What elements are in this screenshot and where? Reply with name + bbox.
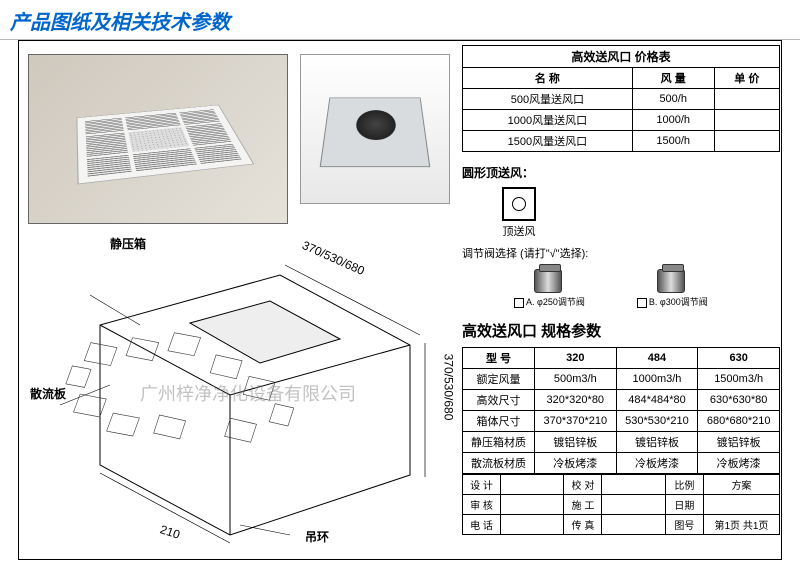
sign-c: 图号: [665, 515, 703, 535]
price-c: [714, 89, 779, 110]
spec-c: 镀铝锌板: [534, 432, 616, 453]
spec-c: 镀铝锌板: [616, 432, 698, 453]
valve-a-checkbox[interactable]: [514, 298, 524, 308]
price-c: 500/h: [632, 89, 714, 110]
top-air-label: 圆形顶送风：: [462, 164, 780, 181]
sign-c: 日期: [665, 495, 703, 515]
price-c: 500风量送风口: [463, 89, 633, 110]
sign-c: [703, 495, 779, 515]
spec-c: 484*484*80: [616, 390, 698, 411]
sign-page: 第1页 共1页: [703, 515, 779, 535]
sign-c: 传 真: [564, 515, 602, 535]
isometric-drawing: 静压箱 散流板 吊环 370/530/680 370/530/680 210: [30, 235, 450, 550]
spec-c: 散流板材质: [463, 453, 535, 474]
price-c: [714, 110, 779, 131]
spec-c: 1000m3/h: [616, 369, 698, 390]
spec-c: 680*680*210: [698, 411, 780, 432]
price-c: 1500/h: [632, 131, 714, 152]
spec-c: 镀铝锌板: [698, 432, 780, 453]
spec-title: 高效送风口 规格参数: [462, 320, 780, 341]
spec-c: 370*370*210: [534, 411, 616, 432]
sign-c: 比例: [665, 475, 703, 495]
top-air-caption: 顶送风: [503, 223, 536, 239]
valve-a-icon: [534, 269, 562, 293]
spec-h: 320: [534, 348, 616, 369]
price-c: 1500风量送风口: [463, 131, 633, 152]
sign-c: 校 对: [564, 475, 602, 495]
valve-a-label: A. φ250调节阀: [526, 297, 585, 307]
sign-c: [602, 515, 665, 535]
label-static-box: 静压箱: [110, 235, 146, 252]
spec-h: 型 号: [463, 348, 535, 369]
price-h1: 风 量: [632, 68, 714, 89]
sign-c: 设 计: [463, 475, 501, 495]
spec-h: 484: [616, 348, 698, 369]
price-c: 1000/h: [632, 110, 714, 131]
spec-c: 冷板烤漆: [616, 453, 698, 474]
spec-c: 630*630*80: [698, 390, 780, 411]
spec-c: 500m3/h: [534, 369, 616, 390]
price-table-title: 高效送风口 价格表: [462, 45, 780, 67]
sign-c: 电 话: [463, 515, 501, 535]
sign-c: 施 工: [564, 495, 602, 515]
price-c: [714, 131, 779, 152]
label-diffuser: 散流板: [30, 385, 66, 402]
page-title: 产品图纸及相关技术参数: [0, 0, 800, 40]
price-table: 名 称 风 量 单 价 500风量送风口 500/h 1000风量送风口 100…: [462, 67, 780, 152]
product-photo-1: [28, 54, 288, 224]
sign-c: [602, 475, 665, 495]
product-photo-2: [300, 54, 450, 204]
valve-b-icon: [657, 269, 685, 293]
spec-c: 高效尺寸: [463, 390, 535, 411]
spec-h: 630: [698, 348, 780, 369]
spec-c: 额定风量: [463, 369, 535, 390]
spec-table: 型 号 320 484 630 额定风量 500m3/h 1000m3/h 15…: [462, 347, 780, 474]
price-c: 1000风量送风口: [463, 110, 633, 131]
sign-c: [501, 475, 564, 495]
dim-height: 370/530/680: [441, 354, 455, 421]
price-h0: 名 称: [463, 68, 633, 89]
signoff-table: 设 计 校 对 比例 方案 审 核 施 工 日期 电 话 传 真 图号 第1页 …: [462, 474, 780, 535]
spec-c: 320*320*80: [534, 390, 616, 411]
spec-c: 冷板烤漆: [534, 453, 616, 474]
sign-c: 审 核: [463, 495, 501, 515]
label-ring: 吊环: [305, 528, 329, 545]
spec-c: 530*530*210: [616, 411, 698, 432]
sign-c: [602, 495, 665, 515]
valve-b-checkbox[interactable]: [637, 298, 647, 308]
sign-c: 方案: [703, 475, 779, 495]
sign-c: [501, 515, 564, 535]
valve-b-label: B. φ300调节阀: [649, 297, 708, 307]
spec-c: 箱体尺寸: [463, 411, 535, 432]
spec-c: 1500m3/h: [698, 369, 780, 390]
spec-c: 静压箱材质: [463, 432, 535, 453]
top-air-icon: [502, 187, 536, 221]
spec-c: 冷板烤漆: [698, 453, 780, 474]
valve-select-label: 调节阀选择 (请打"√"选择):: [462, 245, 780, 261]
price-h2: 单 价: [714, 68, 779, 89]
sign-c: [501, 495, 564, 515]
